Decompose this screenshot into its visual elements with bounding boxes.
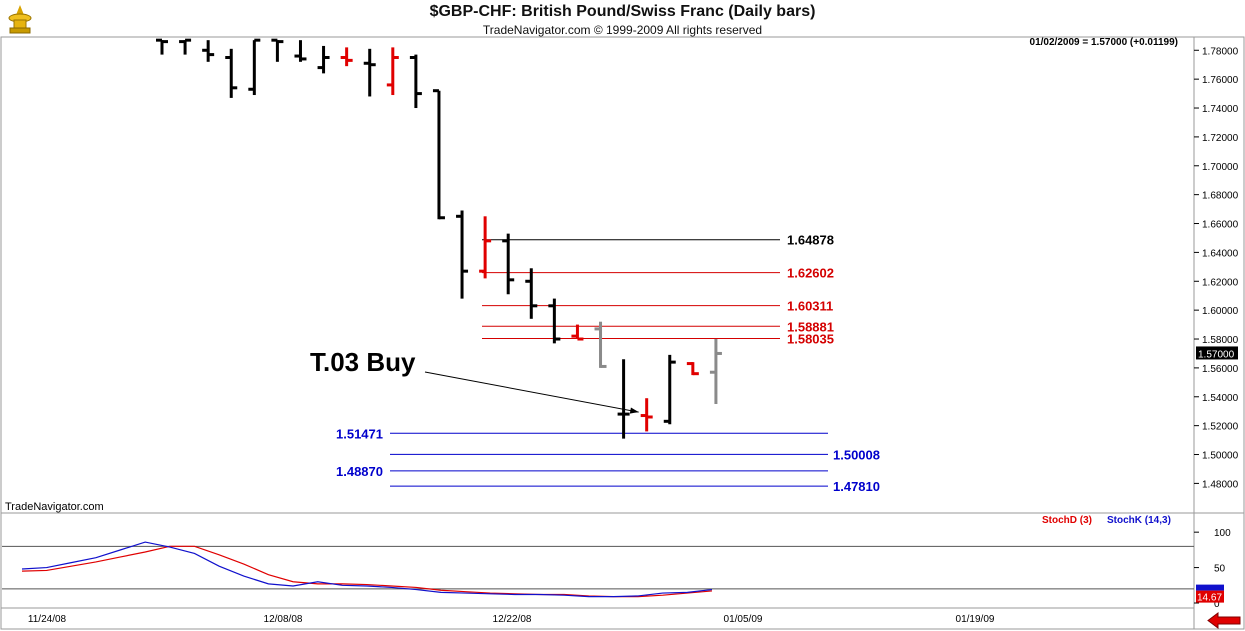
ohlc-bar [709, 339, 722, 404]
ohlc-bar [317, 45, 330, 74]
y-tick-label: 1.66000 [1202, 220, 1239, 231]
y-tick-label: 1.72000 [1202, 133, 1239, 144]
stochk-line [21, 541, 713, 598]
annotation-label: T.03 Buy [310, 347, 416, 377]
last-price-tag [1196, 346, 1238, 360]
ohlc-bar [456, 210, 469, 299]
support-label: 1.50008 [833, 447, 880, 462]
left-arrow-icon[interactable] [1206, 612, 1242, 629]
ohlc-bar [202, 40, 215, 62]
legend-stochk: StochK (14,3) [1107, 515, 1171, 526]
stoch-y-label: 100 [1214, 528, 1231, 539]
chart-frame [0, 36, 1245, 630]
ohlc-bar [640, 398, 653, 432]
watermark: TradeNavigator.com [5, 501, 104, 513]
annotation-arrow [424, 371, 639, 413]
ohlc-bar [294, 40, 307, 62]
support-label: 1.47810 [833, 479, 880, 494]
ohlc-bar [386, 47, 399, 96]
y-tick-label: 1.56000 [1202, 364, 1239, 375]
annotation-arrowhead [629, 407, 639, 414]
ohlc-bar [479, 216, 492, 279]
resistance-label: 1.60311 [787, 299, 833, 314]
y-tick-label: 1.50000 [1202, 451, 1239, 462]
ohlc-bar [340, 47, 353, 67]
y-tick-label: 1.78000 [1202, 46, 1239, 57]
ohlc-bar [179, 38, 192, 55]
chart-title: $GBP-CHF: British Pound/Swiss Franc (Dai… [429, 3, 816, 20]
resistance-label: 1.58881 [787, 319, 834, 334]
stoch-k-tag [1196, 584, 1224, 591]
trophy-logo-icon [8, 5, 32, 34]
x-tick-label: 01/05/09 [724, 614, 763, 625]
price-readout: 01/02/2009 = 1.57000 (+0.01199) [1029, 37, 1178, 48]
x-tick-label: 12/08/08 [264, 614, 303, 625]
resistance-label: 1.64878 [787, 233, 834, 248]
ohlc-bar [432, 89, 445, 220]
stoch-y-label: 0 [1214, 599, 1220, 610]
ohlc-bar [686, 362, 699, 376]
ohlc-bar [502, 233, 515, 295]
x-tick-label: 11/24/08 [28, 614, 67, 625]
ohlc-bar [525, 268, 538, 319]
x-tick-label: 01/19/09 [956, 614, 995, 625]
ohlc-bar [156, 38, 168, 55]
ohlc-bar [225, 48, 238, 98]
support-label: 1.48870 [336, 464, 383, 479]
y-tick-label: 1.76000 [1202, 75, 1239, 86]
ohlc-bar [663, 354, 676, 425]
last-price-label: 1.57000 [1198, 349, 1235, 360]
resistance-label: 1.58035 [787, 332, 834, 347]
y-tick-label: 1.52000 [1202, 422, 1239, 433]
ohlc-bar [571, 324, 584, 341]
x-tick-label: 12/22/08 [493, 614, 532, 625]
ohlc-bar [363, 48, 376, 97]
ohlc-bar [409, 54, 422, 109]
y-tick-label: 1.74000 [1202, 104, 1239, 115]
y-tick-label: 1.68000 [1202, 191, 1239, 202]
ohlc-bar [248, 38, 261, 96]
y-tick-label: 1.62000 [1202, 277, 1239, 288]
resistance-label: 1.62602 [787, 266, 834, 281]
ohlc-bar [594, 321, 607, 368]
y-tick-label: 1.70000 [1202, 162, 1239, 173]
y-tick-label: 1.64000 [1202, 248, 1239, 259]
legend-stochd: StochD (3) [1042, 515, 1092, 526]
y-tick-label: 1.58000 [1202, 335, 1239, 346]
stoch-d-tag [1196, 590, 1224, 603]
ohlc-bar [548, 298, 561, 344]
ohlc-bar [271, 38, 284, 62]
y-tick-label: 1.54000 [1202, 393, 1239, 404]
y-tick-label: 1.48000 [1202, 479, 1239, 490]
copyright-text: TradeNavigator.com © 1999-2009 All right… [482, 23, 763, 37]
y-tick-label: 1.60000 [1202, 306, 1239, 317]
stoch-value-label: 14.67 [1197, 593, 1222, 604]
stoch-y-label: 50 [1214, 564, 1226, 575]
ohlc-bar [617, 359, 630, 439]
support-label: 1.51471 [336, 426, 383, 441]
